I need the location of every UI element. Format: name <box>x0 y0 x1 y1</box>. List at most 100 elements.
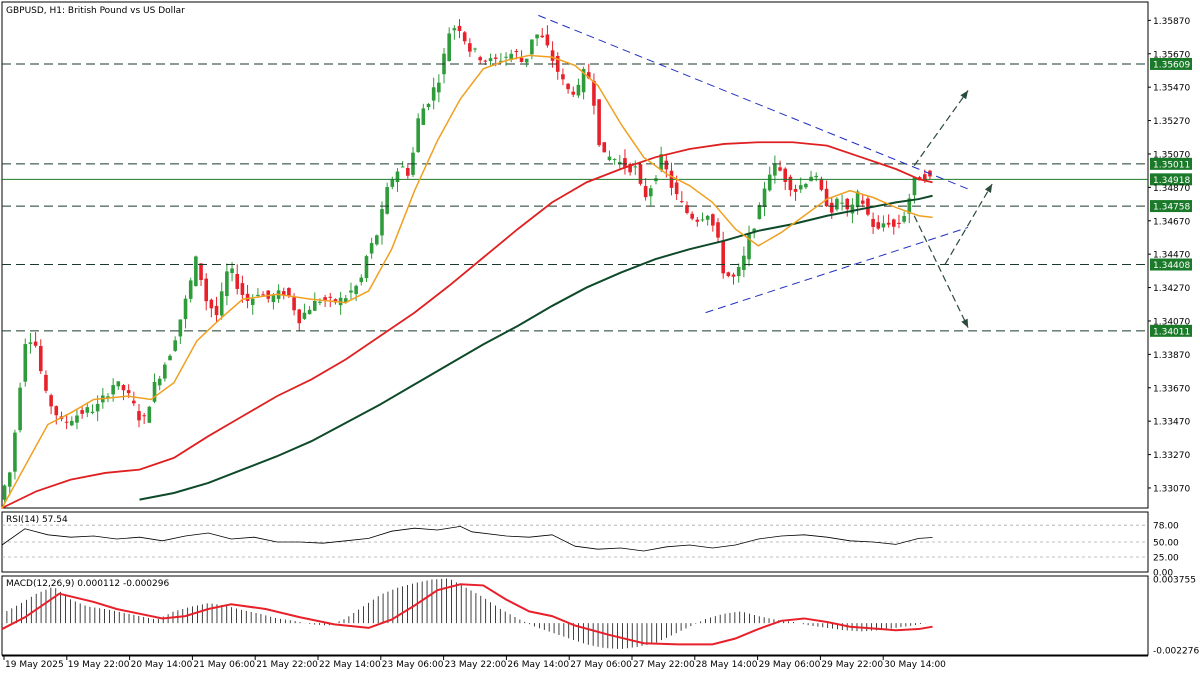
price-tick-label: 1.34070 <box>1153 317 1190 327</box>
candle-body <box>695 219 700 222</box>
candle-body <box>602 142 607 153</box>
candle-body <box>586 72 591 79</box>
level-price-tag <box>1150 157 1192 170</box>
candle-body <box>250 298 255 305</box>
candle-body <box>840 202 844 204</box>
candle-body <box>493 57 498 59</box>
macd-panel: 0.003755 -0.002276 MACD(12,26,9) 0.000112 … <box>1 575 1199 657</box>
rsi-title: RSI(14) 57.54 <box>6 515 68 525</box>
candle-body <box>333 299 338 303</box>
candle-body <box>28 342 33 344</box>
candle-body <box>49 395 53 407</box>
candle-body <box>385 187 389 214</box>
candle-body <box>328 296 333 298</box>
price-tick-label: 1.35270 <box>1153 117 1190 127</box>
candle-body <box>354 285 358 294</box>
candle-body <box>457 25 462 32</box>
candle-body <box>194 256 198 287</box>
price-tick-label: 1.34270 <box>1153 284 1190 294</box>
candle-body <box>659 154 663 170</box>
candle-body <box>359 277 364 283</box>
candle-body <box>819 178 824 190</box>
candle-body <box>204 278 209 302</box>
candle-body <box>364 256 369 279</box>
candle-body <box>426 103 431 108</box>
candle-body <box>509 53 514 60</box>
candle-body <box>891 219 896 227</box>
projection-arrow-line <box>944 183 993 265</box>
candle-body <box>302 312 307 319</box>
candle-body <box>173 340 177 351</box>
level-price-label: 1.34758 <box>1153 203 1190 213</box>
candle-body <box>452 28 457 31</box>
price-tick-label: 1.33870 <box>1153 351 1190 361</box>
time-axis: 19 May 2025 19 May 22:00 20 May 14:00 21 Ma… <box>3 656 946 670</box>
level-price-tag <box>1150 200 1192 213</box>
candle-body <box>742 255 746 270</box>
candle-body <box>261 294 265 296</box>
candle-body <box>581 68 586 93</box>
level-price-tag <box>1150 324 1192 337</box>
time-tick-label: 27 May 06:00 <box>570 660 632 670</box>
current-price-label: 1.34918 <box>1153 176 1190 186</box>
projection-arrow-head <box>984 184 993 193</box>
horizontal-levels <box>2 63 1148 332</box>
candlestick-series <box>2 19 932 503</box>
candle-body <box>395 171 400 183</box>
projection-arrow-line <box>913 90 969 167</box>
candle-body <box>504 56 508 58</box>
candle-body <box>545 34 550 46</box>
candle-body <box>922 174 927 181</box>
candle-body <box>245 293 250 302</box>
candle-body <box>468 43 472 52</box>
candle-body <box>488 58 493 62</box>
candle-body <box>747 232 751 260</box>
candle-body <box>798 185 803 190</box>
candle-body <box>90 411 95 413</box>
candle-body <box>866 198 870 215</box>
candle-body <box>835 198 839 210</box>
projection-arrow-head <box>961 318 969 328</box>
chart-title: GBPUSD, H1: British Pound vs US Dollar <box>6 6 185 16</box>
candle-body <box>478 57 483 61</box>
candle-body <box>416 118 420 153</box>
candle-body <box>349 290 353 293</box>
projection-arrow-head <box>960 90 969 100</box>
candle-body <box>406 167 410 176</box>
candle-body <box>726 272 731 277</box>
candle-body <box>881 223 886 228</box>
candle-body <box>540 35 545 38</box>
ma-mid-line <box>1 141 933 509</box>
time-tick-label: 29 May 22:00 <box>821 660 883 670</box>
candle-body <box>530 39 534 55</box>
candle-body <box>281 291 286 296</box>
candle-body <box>95 403 100 412</box>
time-tick-label: 28 May 14:00 <box>696 660 758 670</box>
candle-body <box>860 200 865 204</box>
ma-slow-line <box>139 194 933 501</box>
candle-body <box>225 271 229 297</box>
candle-body <box>519 57 524 62</box>
candle-body <box>674 182 679 195</box>
candle-body <box>736 266 741 277</box>
candle-body <box>824 188 829 207</box>
level-price-tag <box>1150 57 1192 70</box>
level-price-label: 1.35011 <box>1153 160 1190 170</box>
candle-body <box>514 50 519 53</box>
trend-line <box>538 14 969 190</box>
time-tick-label: 23 May 06:00 <box>382 660 444 670</box>
candle-body <box>292 297 296 311</box>
candle-body <box>142 415 146 417</box>
candle-body <box>219 291 224 316</box>
candle-body <box>524 58 529 63</box>
candle-body <box>111 385 115 395</box>
candle-body <box>871 218 875 227</box>
candle-body <box>680 201 684 203</box>
candle-body <box>576 84 581 96</box>
candle-body <box>561 74 565 80</box>
trend-line <box>705 226 969 314</box>
rsi-panel: 78.00 50.00 25.00 0.00 RSI(14) 57.54 <box>1 515 1179 579</box>
candle-body <box>431 87 436 101</box>
time-tick-label: 20 May 14:00 <box>131 660 193 670</box>
